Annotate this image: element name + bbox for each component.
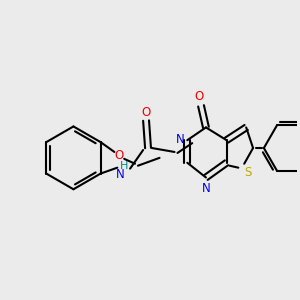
Text: N: N xyxy=(176,133,185,146)
Text: S: S xyxy=(244,166,252,179)
Text: N: N xyxy=(202,182,210,195)
Text: O: O xyxy=(194,91,204,103)
Text: H: H xyxy=(120,161,128,171)
Text: N: N xyxy=(116,168,124,181)
Text: O: O xyxy=(115,149,124,162)
Text: O: O xyxy=(141,106,151,119)
